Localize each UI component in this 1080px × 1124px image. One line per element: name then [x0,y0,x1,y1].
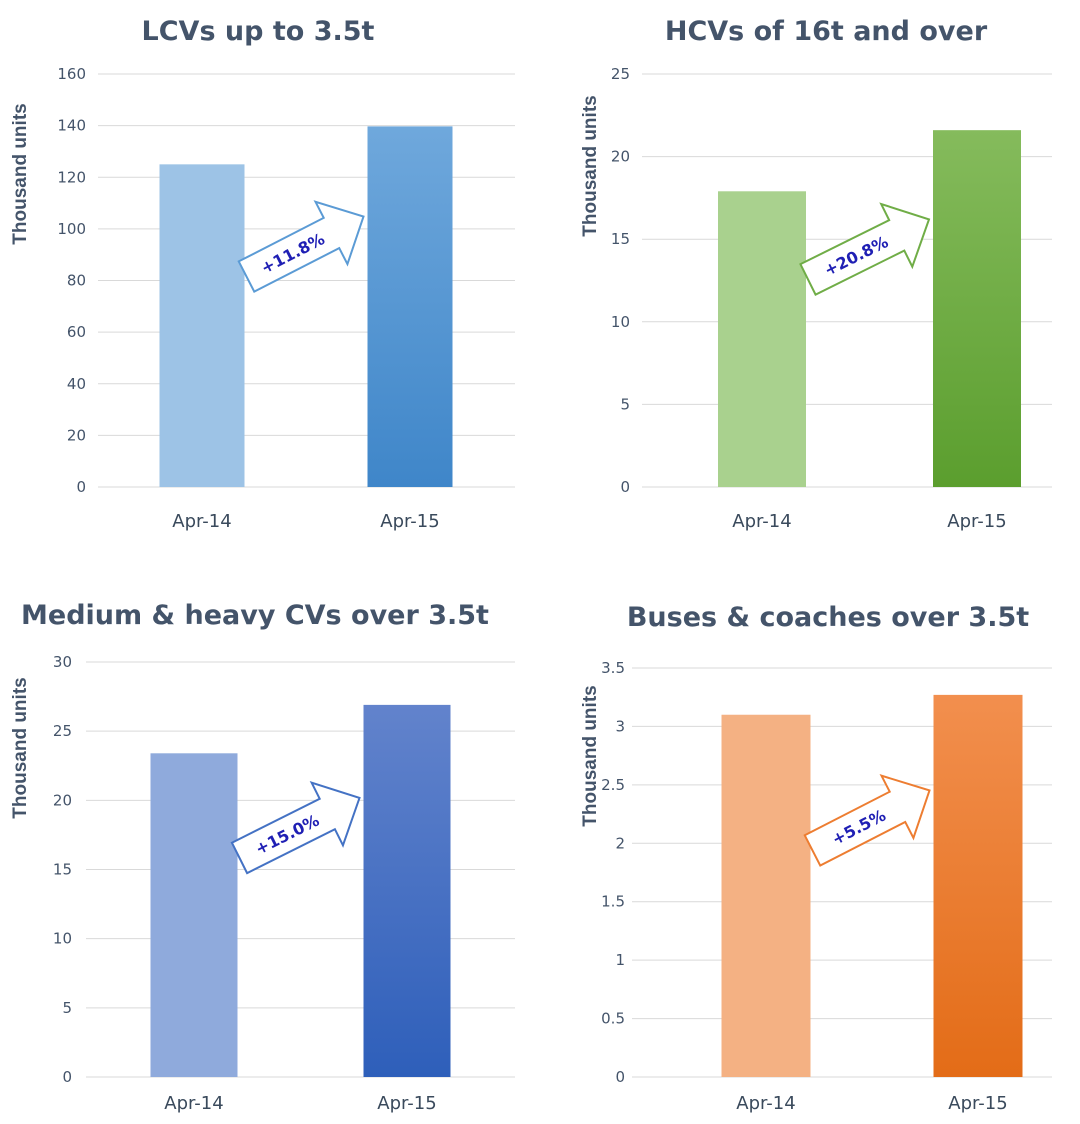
chart-panel-lcv: LCVs up to 3.5t Thousand units 0 20 40 60 80… [0,0,540,562]
y-axis-label: Thousand units [10,677,31,818]
y-tick-label: 10 [611,313,630,331]
x-tick-label: Apr-14 [172,511,231,532]
y-tick-label: 0 [620,478,630,496]
bar-apr-14 [718,191,806,488]
change-arrow-group: +5.5% [803,774,931,867]
x-tick-label: Apr-14 [732,511,791,532]
chart-panel-mhcv: Medium & heavy CVs over 3.5t Thousand un… [0,580,540,1124]
bars [721,694,1023,1077]
y-tick-label: 120 [57,168,86,186]
y-tick-label: 2.5 [601,776,625,794]
bar-apr-14 [159,164,245,487]
chart-title: HCVs of 16t and over [665,16,988,47]
bar-apr-15 [933,130,1021,487]
bar-apr-14 [721,714,811,1077]
y-tick-label: 5 [620,395,630,413]
y-tick-label: 80 [67,272,86,290]
x-tick-label: Apr-15 [948,1093,1007,1114]
y-tick-label: 15 [53,861,72,879]
bar-apr-15 [363,704,451,1077]
chart-title: Medium & heavy CVs over 3.5t [21,600,489,631]
growth-arrow-icon [230,781,361,875]
growth-arrow-icon [799,202,931,296]
chart-svg-mhcv: Medium & heavy CVs over 3.5t Thousand un… [10,600,515,1114]
y-tick-label: 20 [611,148,630,166]
x-category-labels: Apr-14 Apr-15 [172,511,439,532]
change-arrow-group: +15.0% [230,781,361,875]
chart-svg-lcv: LCVs up to 3.5t Thousand units 0 20 40 60 80… [10,16,515,532]
y-axis-label: Thousand units [580,685,601,826]
y-tick-label: 25 [53,722,72,740]
chart-panel-hcv: HCVs of 16t and over Thousand units 0 5 10… [540,0,1080,562]
bar-apr-15 [367,126,453,487]
y-tick-label: 20 [53,791,72,809]
y-tick-label: 30 [53,653,72,671]
y-axis-label: Thousand units [580,95,601,236]
x-tick-label: Apr-14 [164,1093,223,1114]
y-tick-label: 0.5 [601,1010,625,1028]
y-tick-label: 10 [53,930,72,948]
x-category-labels: Apr-14 Apr-15 [164,1093,436,1114]
change-arrow-group: +11.8% [237,200,365,294]
y-axis-label: Thousand units [10,103,31,244]
x-tick-label: Apr-15 [380,511,439,532]
y-tick-label: 60 [67,323,86,341]
y-tick-labels: 0 5 10 15 20 25 [611,65,630,496]
y-tick-labels: 0 0.5 1 1.5 2 2.5 3 3.5 [601,659,625,1086]
chart-panel-buses: Buses & coaches over 3.5t Thousand units… [540,580,1080,1124]
x-category-labels: Apr-14 Apr-15 [736,1093,1007,1114]
change-arrow-group: +20.8% [799,202,931,296]
chart-svg-hcv: HCVs of 16t and over Thousand units 0 5 10… [580,16,1052,532]
bar-apr-15 [933,694,1023,1077]
growth-arrow-icon [237,200,365,294]
bars [150,704,451,1077]
y-tick-label: 100 [57,220,86,238]
y-tick-label: 0 [76,478,86,496]
x-tick-label: Apr-14 [736,1093,795,1114]
growth-arrow-icon [803,774,931,867]
y-tick-label: 25 [611,65,630,83]
y-tick-label: 140 [57,117,86,135]
x-category-labels: Apr-14 Apr-15 [732,511,1006,532]
y-tick-label: 1.5 [601,893,625,911]
y-tick-labels: 0 5 10 15 20 25 30 [53,653,72,1086]
bars [159,126,453,487]
bars [718,130,1021,488]
y-tick-label: 20 [67,426,86,444]
y-tick-label: 40 [67,375,86,393]
y-tick-label: 0 [62,1068,72,1086]
bar-apr-14 [150,753,238,1077]
y-tick-label: 160 [57,65,86,83]
x-tick-label: Apr-15 [947,511,1006,532]
x-tick-label: Apr-15 [377,1093,436,1114]
chart-title: LCVs up to 3.5t [142,16,375,47]
y-tick-label: 15 [611,230,630,248]
gridlines [86,661,515,1078]
chart-title: Buses & coaches over 3.5t [627,602,1029,633]
y-tick-label: 3.5 [601,659,625,677]
chart-svg-buses: Buses & coaches over 3.5t Thousand units… [580,602,1052,1114]
y-tick-label: 2 [615,834,625,852]
y-tick-label: 1 [615,951,625,969]
y-tick-label: 3 [615,717,625,735]
y-tick-label: 5 [62,999,72,1017]
y-tick-label: 0 [615,1068,625,1086]
y-tick-labels: 0 20 40 60 80 100 120 140 160 [57,65,86,496]
